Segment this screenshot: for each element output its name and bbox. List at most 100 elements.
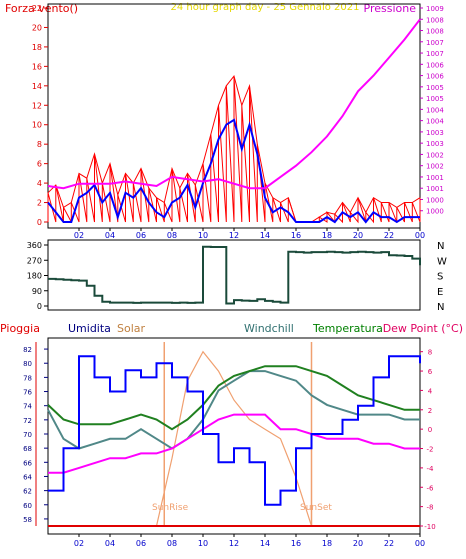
- humidity-y-tick-label: 64: [23, 473, 32, 481]
- humidity-y-tick-label: 74: [23, 403, 32, 411]
- wind-y-tick-label: 16: [32, 62, 42, 71]
- pressure-y-tick-label: 1002: [426, 163, 444, 171]
- pressure-y-tick-label: 1006: [426, 61, 444, 69]
- temp-y-tick-label: 0: [428, 426, 432, 434]
- x-tick-label: 12: [229, 231, 239, 240]
- direction-y-tick-label: 270: [27, 256, 42, 265]
- pressure-y-tick-label: 1003: [426, 129, 444, 137]
- wind-y-tick-label: 18: [32, 43, 42, 52]
- wind-y-tick-label: 0: [37, 218, 42, 227]
- sunset-label: SunSet: [300, 503, 332, 513]
- x-tick-label: 08: [167, 539, 177, 548]
- dewpoint-series: [48, 413, 420, 474]
- temperature-series: [47, 365, 420, 431]
- wind-direction-series: [48, 245, 421, 305]
- x-tick-label: 04: [105, 539, 115, 548]
- temp-y-tick-label: -8: [427, 504, 434, 512]
- temp-y-tick-label: -2: [427, 446, 434, 454]
- pressure-y-tick-label: 1004: [426, 118, 444, 126]
- wind-y-tick-label: 2: [37, 199, 42, 208]
- legend-dewpoint: Dew Point (°C): [383, 322, 463, 335]
- pressure-y-tick-label: 1009: [426, 5, 444, 13]
- wind-y-tick-label: 4: [37, 179, 42, 188]
- windchill-series: [47, 370, 420, 450]
- x-tick-label: 14: [260, 231, 270, 240]
- legend-rain: Pioggia: [0, 322, 40, 335]
- humidity-y-tick-label: 70: [23, 431, 32, 439]
- humidity-y-tick-label: 80: [23, 360, 32, 368]
- wind-y-tick-label: 6: [37, 160, 42, 169]
- humidity-y-tick-label: 58: [23, 516, 32, 524]
- x-tick-label: 02: [74, 231, 84, 240]
- x-tick-label: 20: [353, 539, 363, 548]
- x-tick-label: 00: [415, 231, 425, 240]
- legend-windchill: Windchill: [244, 322, 294, 335]
- pressure-y-tick-label: 1005: [426, 84, 444, 92]
- pressure-y-tick-label: 1001: [426, 185, 444, 193]
- x-tick-label: 18: [322, 231, 332, 240]
- humidity-y-tick-label: 60: [23, 502, 32, 510]
- legend-humidity: Umidita: [68, 322, 111, 335]
- direction-compass-label: W: [437, 256, 447, 267]
- x-tick-label: 16: [291, 231, 301, 240]
- x-tick-label: 10: [198, 231, 208, 240]
- x-tick-label: 02: [74, 539, 84, 548]
- humidity-y-tick-label: 76: [23, 389, 32, 397]
- temp-y-tick-label: 8: [428, 349, 432, 357]
- sunrise-label: SunRise: [152, 503, 189, 513]
- humidity-series: [48, 355, 421, 506]
- wind-y-tick-label: 12: [32, 101, 42, 110]
- temp-y-tick-label: 6: [428, 368, 433, 376]
- humidity-y-tick-label: 82: [23, 346, 32, 354]
- wind-y-tick-label: 10: [32, 121, 42, 130]
- humidity-y-tick-label: 66: [23, 459, 32, 467]
- x-tick-label: 06: [136, 539, 146, 548]
- x-tick-label: 04: [105, 231, 115, 240]
- x-tick-label: 14: [260, 539, 270, 548]
- direction-compass-label: N: [437, 241, 444, 252]
- wind-y-tick-label: 14: [32, 82, 42, 91]
- humidity-y-tick-label: 72: [23, 417, 32, 425]
- x-tick-label: 22: [384, 231, 394, 240]
- x-tick-label: 20: [353, 231, 363, 240]
- x-tick-label: 18: [322, 539, 332, 548]
- pressure-y-tick-label: 1005: [426, 95, 444, 103]
- x-tick-label: 10: [198, 539, 208, 548]
- temp-y-tick-label: -6: [427, 484, 435, 492]
- pressure-y-tick-label: 1001: [426, 174, 444, 182]
- pressure-y-tick-label: 1007: [426, 39, 444, 47]
- humidity-y-tick-label: 78: [23, 374, 32, 382]
- legend-temperature: Temperatura: [312, 322, 383, 335]
- temp-y-tick-label: -10: [424, 523, 435, 531]
- direction-y-tick-label: 360: [27, 241, 42, 250]
- humidity-y-tick-label: 62: [23, 488, 32, 496]
- temp-y-tick-label: 2: [428, 407, 432, 415]
- wind-y-tick-label: 22: [32, 4, 42, 13]
- x-tick-label: 22: [384, 539, 394, 548]
- temperature-panel-frame: [47, 337, 421, 535]
- wind-y-tick-label: 20: [32, 23, 42, 32]
- direction-compass-label: E: [437, 287, 443, 298]
- direction-y-tick-label: 180: [27, 272, 42, 281]
- pressure-series: [47, 18, 421, 190]
- pressure-y-tick-label: 1004: [426, 106, 444, 114]
- x-tick-label: 08: [167, 231, 177, 240]
- direction-y-tick-label: 90: [32, 287, 42, 296]
- pressure-y-tick-label: 1000: [426, 196, 444, 204]
- pressure-y-tick-label: 1008: [426, 28, 444, 36]
- pressure-y-tick-label: 1007: [426, 50, 444, 58]
- pressure-y-tick-label: 1006: [426, 73, 444, 81]
- pressure-y-tick-label: 1002: [426, 151, 444, 159]
- pressure-y-tick-label: 1000: [426, 208, 444, 216]
- pressure-axis-title: Pressione: [364, 2, 417, 15]
- wind-gust-envelope: [47, 75, 421, 223]
- temp-y-tick-label: -4: [427, 465, 435, 473]
- direction-y-tick-label: 0: [37, 302, 42, 311]
- wind-average-series: [47, 118, 420, 224]
- temp-y-tick-label: 4: [428, 387, 433, 395]
- temperature-humidity-plot: 58606264666870727476788082-10-8-6-4-2024…: [23, 342, 436, 548]
- graph-title: 24 hour graph day - 25 Gennaio 2021: [171, 2, 360, 13]
